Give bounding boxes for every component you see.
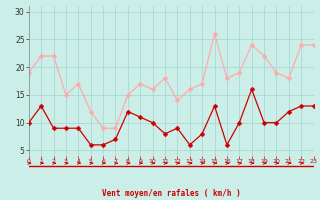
Text: Vent moyen/en rafales ( km/h ): Vent moyen/en rafales ( km/h ) [102, 189, 241, 198]
